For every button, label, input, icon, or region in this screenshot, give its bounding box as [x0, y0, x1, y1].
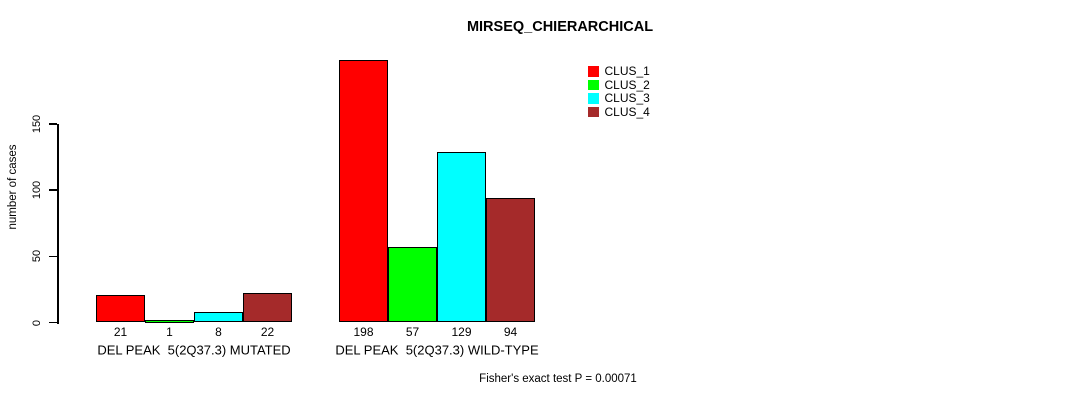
legend-item: CLUS_4 — [588, 104, 650, 119]
y-axis-tick — [49, 321, 57, 324]
y-axis-tick — [49, 123, 57, 125]
stat-annotation: Fisher's exact test P = 0.00071 — [479, 373, 637, 385]
bar-value-label: 129 — [451, 325, 472, 339]
chart-title: MIRSEQ_CHIERARCHICAL — [466, 19, 654, 35]
bar-clus_3-group2 — [437, 151, 486, 323]
y-axis-tick — [49, 189, 57, 191]
legend: CLUS_1 CLUS_2 CLUS_3 CLUS_4 — [588, 64, 650, 120]
legend-color-swatch — [588, 79, 599, 90]
legend-label: CLUS_4 — [604, 104, 650, 119]
legend-label: CLUS_3 — [604, 91, 650, 106]
bar-clus_4-group1 — [243, 293, 292, 323]
category-label: DEL PEAK 5(2Q37.3) MUTATED — [97, 342, 291, 358]
bar-value-label: 94 — [503, 325, 518, 339]
legend-label: CLUS_1 — [604, 64, 650, 79]
y-axis-title: number of cases — [7, 144, 19, 230]
legend-item: CLUS_3 — [588, 91, 650, 106]
y-axis-tick — [49, 255, 57, 258]
legend-item: CLUS_1 — [588, 64, 650, 79]
y-axis-tick-label: 100 — [31, 180, 43, 200]
legend-label: CLUS_2 — [604, 77, 650, 92]
y-axis-tick-label: 150 — [31, 114, 43, 134]
bar-clus_2-group1 — [145, 319, 194, 323]
y-axis-line — [57, 124, 59, 324]
bar-value-label: 57 — [405, 325, 420, 339]
bar-clus_2-group2 — [388, 247, 437, 323]
bar-value-label: 198 — [353, 325, 374, 339]
y-axis-tick-label: 0 — [31, 319, 43, 326]
legend-item: CLUS_2 — [588, 77, 650, 92]
bar-value-label: 8 — [215, 325, 222, 339]
bar-clus_4-group2 — [486, 198, 535, 323]
bar-value-label: 22 — [260, 325, 275, 339]
bar-clus_1-group2 — [339, 60, 388, 323]
bar-clus_1-group1 — [96, 294, 145, 323]
category-label: DEL PEAK 5(2Q37.3) WILD-TYPE — [335, 342, 539, 358]
bar-value-label: 1 — [166, 325, 173, 339]
y-axis-tick-label: 50 — [31, 250, 43, 263]
legend-color-swatch — [588, 66, 599, 77]
legend-color-swatch — [588, 106, 599, 117]
bar-value-label: 21 — [113, 325, 128, 339]
legend-color-swatch — [588, 93, 599, 104]
bar-clus_3-group1 — [194, 311, 243, 323]
